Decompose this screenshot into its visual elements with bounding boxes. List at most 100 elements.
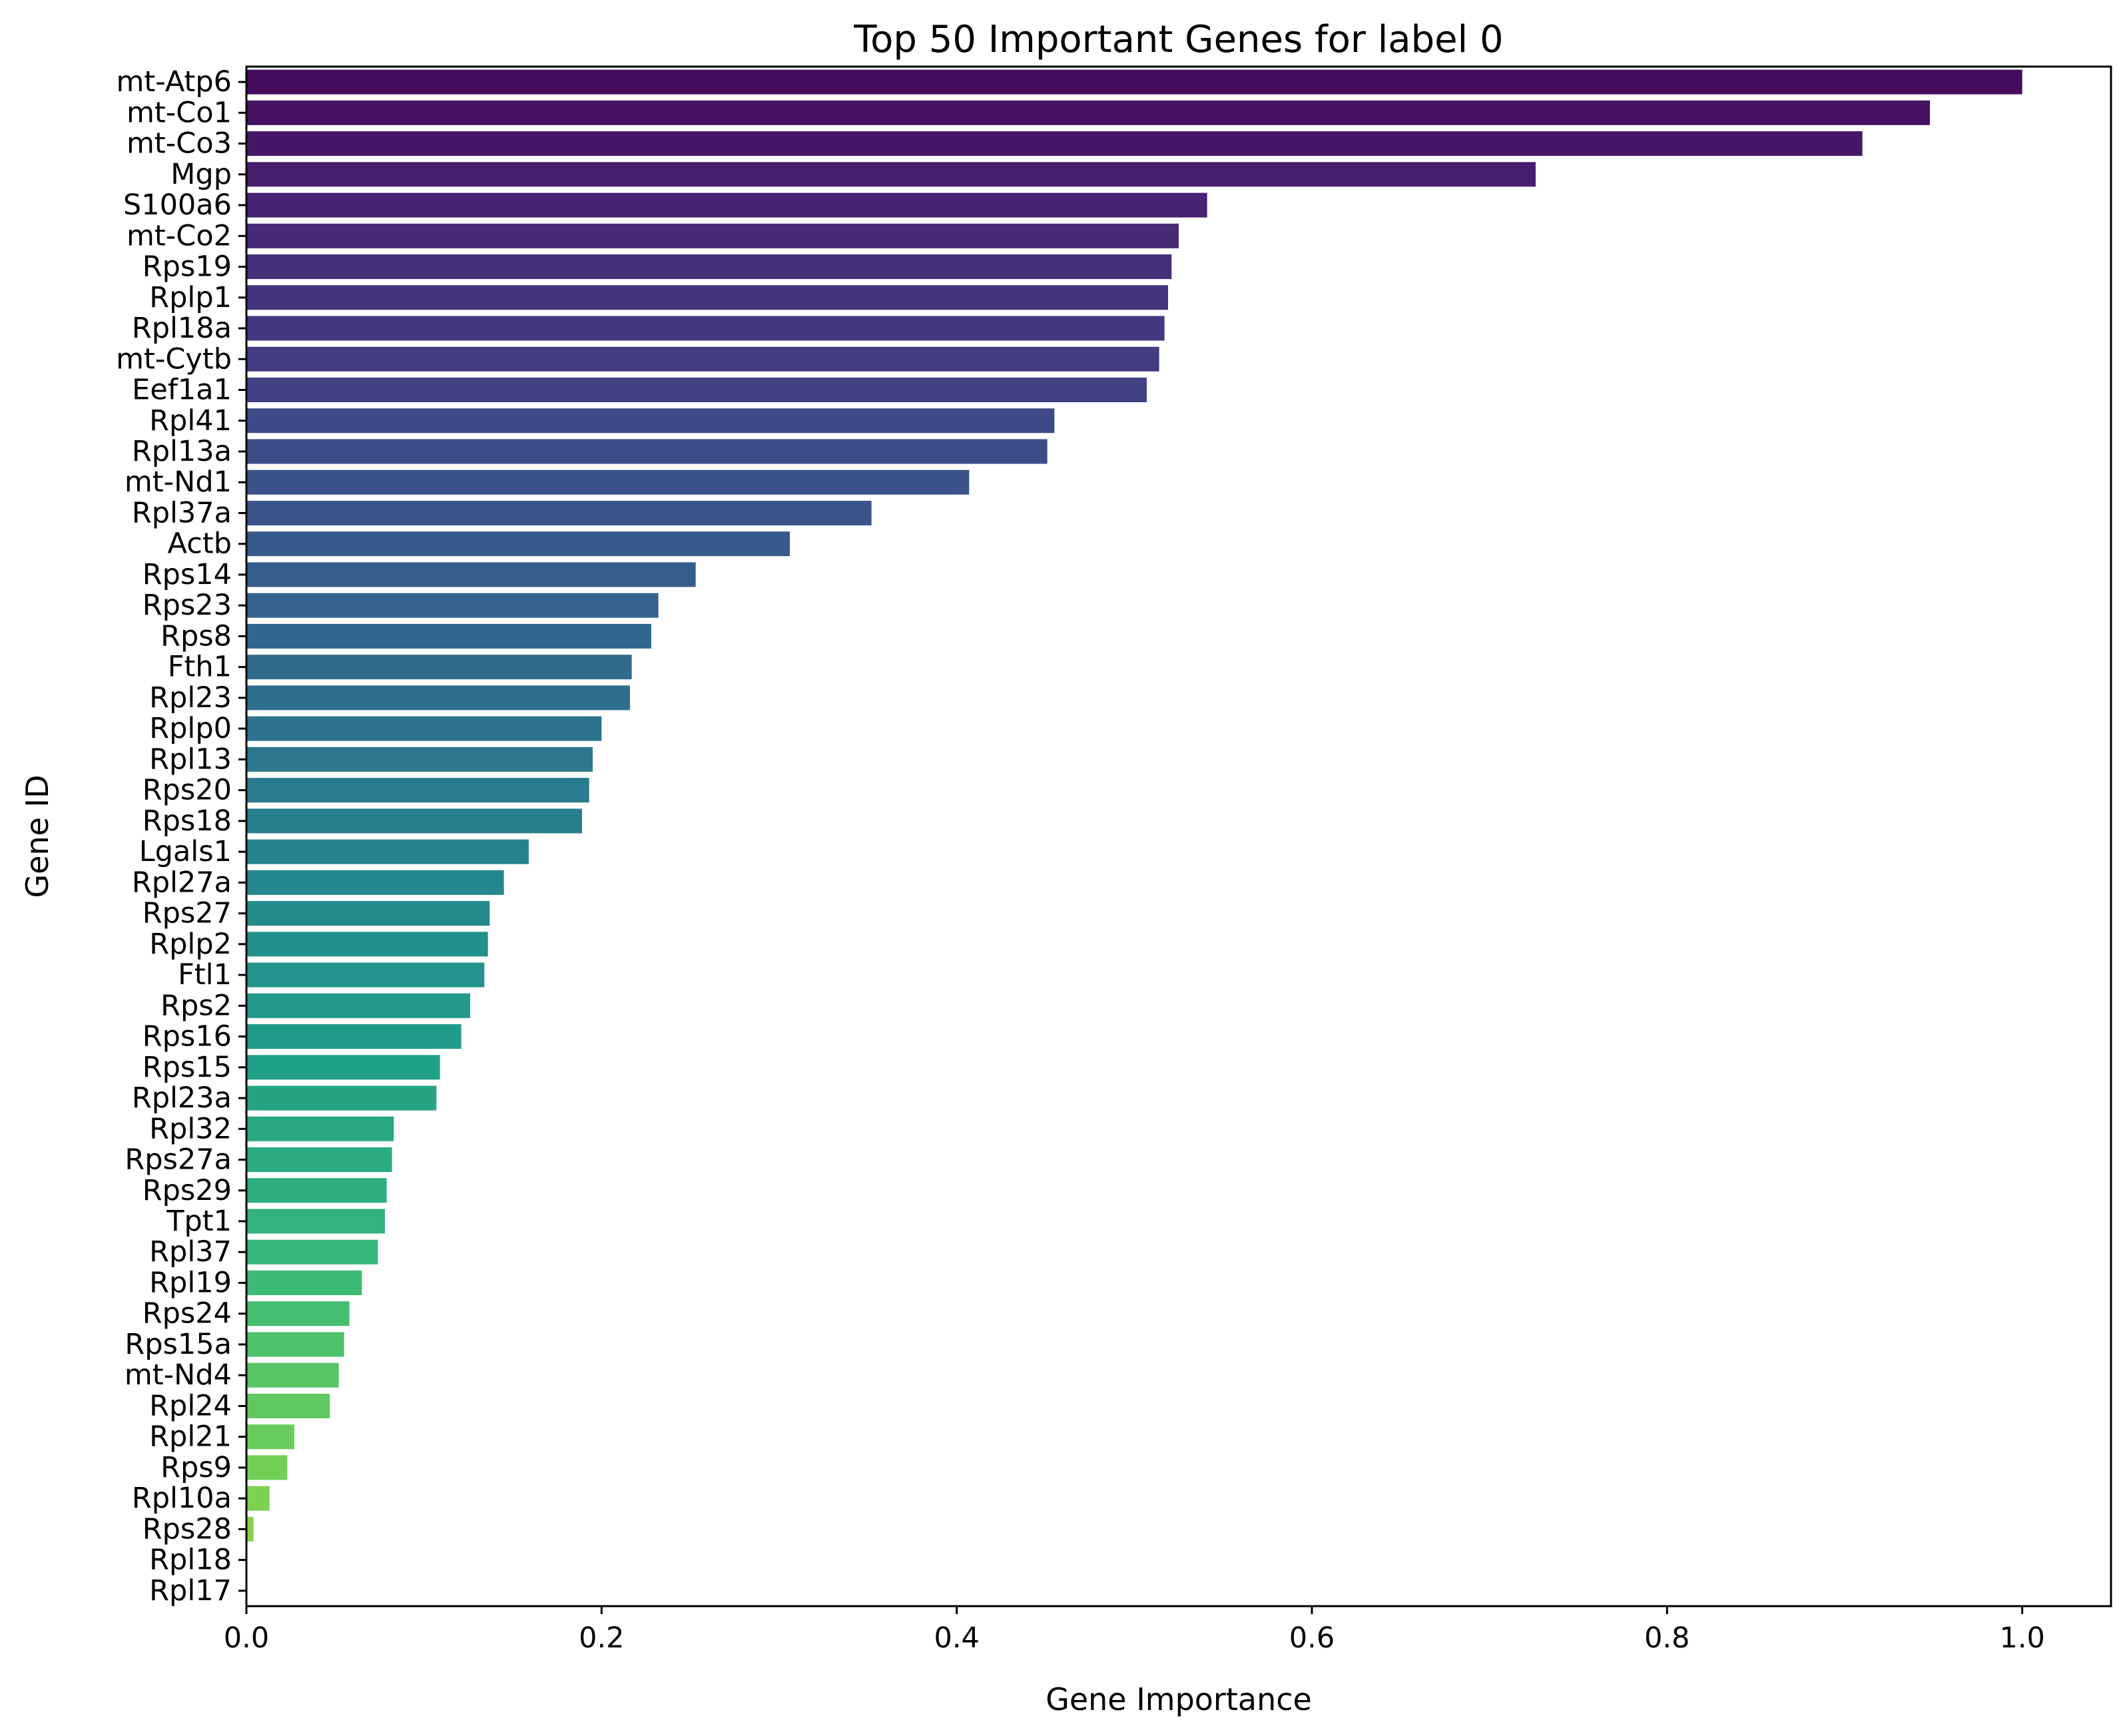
y-tick-label: Rps8 [160,619,232,653]
y-tick-label: Rps19 [143,250,232,284]
y-tick-label: Rps29 [143,1174,232,1207]
y-tick-label: Rps2 [160,989,232,1022]
y-tick-label: Rpl10a [132,1482,232,1515]
bar-Rplp1 [246,285,1168,310]
bar-Fth1 [246,655,632,680]
y-tick-label: Rps24 [143,1297,232,1330]
y-tick-label: Tpt1 [166,1205,232,1238]
y-axis-ticks: mt-Atp6mt-Co1mt-Co3MgpS100a6mt-Co2Rps19R… [116,65,246,1607]
y-axis-label: Gene ID [19,774,55,898]
bar-Rpl13a [246,439,1048,464]
y-tick-label: Rplp2 [149,928,232,961]
y-tick-label: Rps15a [125,1328,232,1361]
bar-Rps20 [246,778,589,803]
plot-frame [245,65,2112,1607]
y-tick-label: Rpl19 [149,1266,232,1299]
y-tick-label: Rpl24 [149,1389,232,1422]
bar-Lgals1 [246,839,529,864]
y-tick-label: Rps14 [143,558,232,591]
y-tick-label: mt-Co2 [127,219,232,252]
bar-Rps28 [246,1516,254,1542]
bar-Rps24 [246,1301,350,1326]
y-tick-label: Rpl13 [149,742,232,776]
y-tick-label: mt-Co3 [127,127,232,160]
bar-mt-Co1 [246,100,1930,125]
x-tick-label: 0.8 [1644,1621,1689,1655]
bar-Rps14 [246,562,696,587]
y-tick-label: Rps27a [125,1143,232,1177]
bar-Rps18 [246,808,582,834]
bar-Rpl10a [246,1486,270,1511]
bar-mt-Nd1 [246,469,970,495]
bar-mt-Co2 [246,223,1179,248]
bar-Eef1a1 [246,378,1147,403]
bar-Rplp0 [246,716,602,741]
bar-Rps29 [246,1178,387,1203]
y-tick-label: Actb [168,527,232,561]
y-tick-label: Rplp1 [149,281,232,314]
bar-Rps27a [246,1147,392,1173]
y-tick-label: Rpl21 [149,1420,232,1454]
bar-mt-Atp6 [246,69,2022,95]
y-tick-label: Fth1 [168,651,232,684]
bar-Rpl13 [246,746,593,772]
y-tick-label: Rpl23 [149,681,232,715]
y-tick-label: Rps20 [143,774,232,807]
y-tick-label: Rpl17 [149,1574,232,1607]
bar-Rps15a [246,1332,344,1357]
y-tick-label: Rpl18a [132,312,232,345]
bar-Ftl1 [246,962,485,988]
y-tick-label: Rps18 [143,804,232,838]
y-tick-label: mt-Cytb [116,342,232,376]
y-tick-label: Rpl41 [149,404,232,437]
bar-S100a6 [246,192,1207,218]
bar-Rpl23a [246,1085,437,1111]
y-tick-label: Rpl23a [132,1081,232,1115]
x-tick-label: 1.0 [1999,1621,2044,1655]
bar-Rpl37 [246,1239,378,1265]
x-tick-label: 0.0 [224,1621,269,1655]
y-tick-label: mt-Nd4 [125,1358,232,1392]
y-tick-label: Mgp [170,158,232,191]
y-tick-label: mt-Co1 [127,96,232,129]
bar-Rpl41 [246,408,1055,434]
bar-Actb [246,531,790,557]
x-axis-ticks: 0.0 0.2 0.4 0.6 0.8 1.0 [224,1606,2045,1655]
y-tick-label: Rps16 [143,1020,232,1053]
y-tick-label: Rpl37 [149,1235,232,1269]
bar-Rps9 [246,1455,288,1480]
bar-Tpt1 [246,1209,385,1234]
y-tick-label: Rps27 [143,897,232,930]
x-axis-label: Gene Importance [1046,1681,1312,1717]
y-tick-label: Lgals1 [139,835,232,868]
bar-Rpl19 [246,1270,362,1295]
bar-mt-Cytb [246,346,1159,372]
bar-Mgp [246,162,1536,187]
y-tick-label: Eef1a1 [132,374,232,407]
bar-Rpl32 [246,1116,394,1141]
chart-title: Top 50 Important Genes for label 0 [853,18,1503,61]
bar-Rpl21 [246,1424,294,1450]
x-tick-label: 0.6 [1289,1621,1335,1655]
y-tick-label: Rps9 [160,1451,232,1484]
bar-Rpl23 [246,685,630,711]
y-tick-label: Rpl32 [149,1112,232,1145]
y-tick-label: Rpl37a [132,496,232,529]
y-tick-label: Ftl1 [178,958,232,992]
bar-Rps23 [246,593,659,618]
x-tick-label: 0.2 [579,1621,624,1655]
bar-Rps19 [246,254,1172,280]
bar-mt-Co3 [246,131,1863,156]
y-tick-label: Rpl18 [149,1544,232,1577]
y-tick-label: mt-Atp6 [117,65,232,99]
y-tick-label: Rps15 [143,1051,232,1084]
bar-Rps16 [246,1024,461,1049]
y-tick-label: mt-Nd1 [125,465,232,499]
bar-Rpl27a [246,870,504,895]
bar-Rps8 [246,623,651,649]
bar-Rpl18a [246,316,1165,341]
bar-Rps2 [246,993,470,1018]
y-tick-label: Rps23 [143,589,232,622]
y-tick-label: Rpl13a [132,435,232,468]
